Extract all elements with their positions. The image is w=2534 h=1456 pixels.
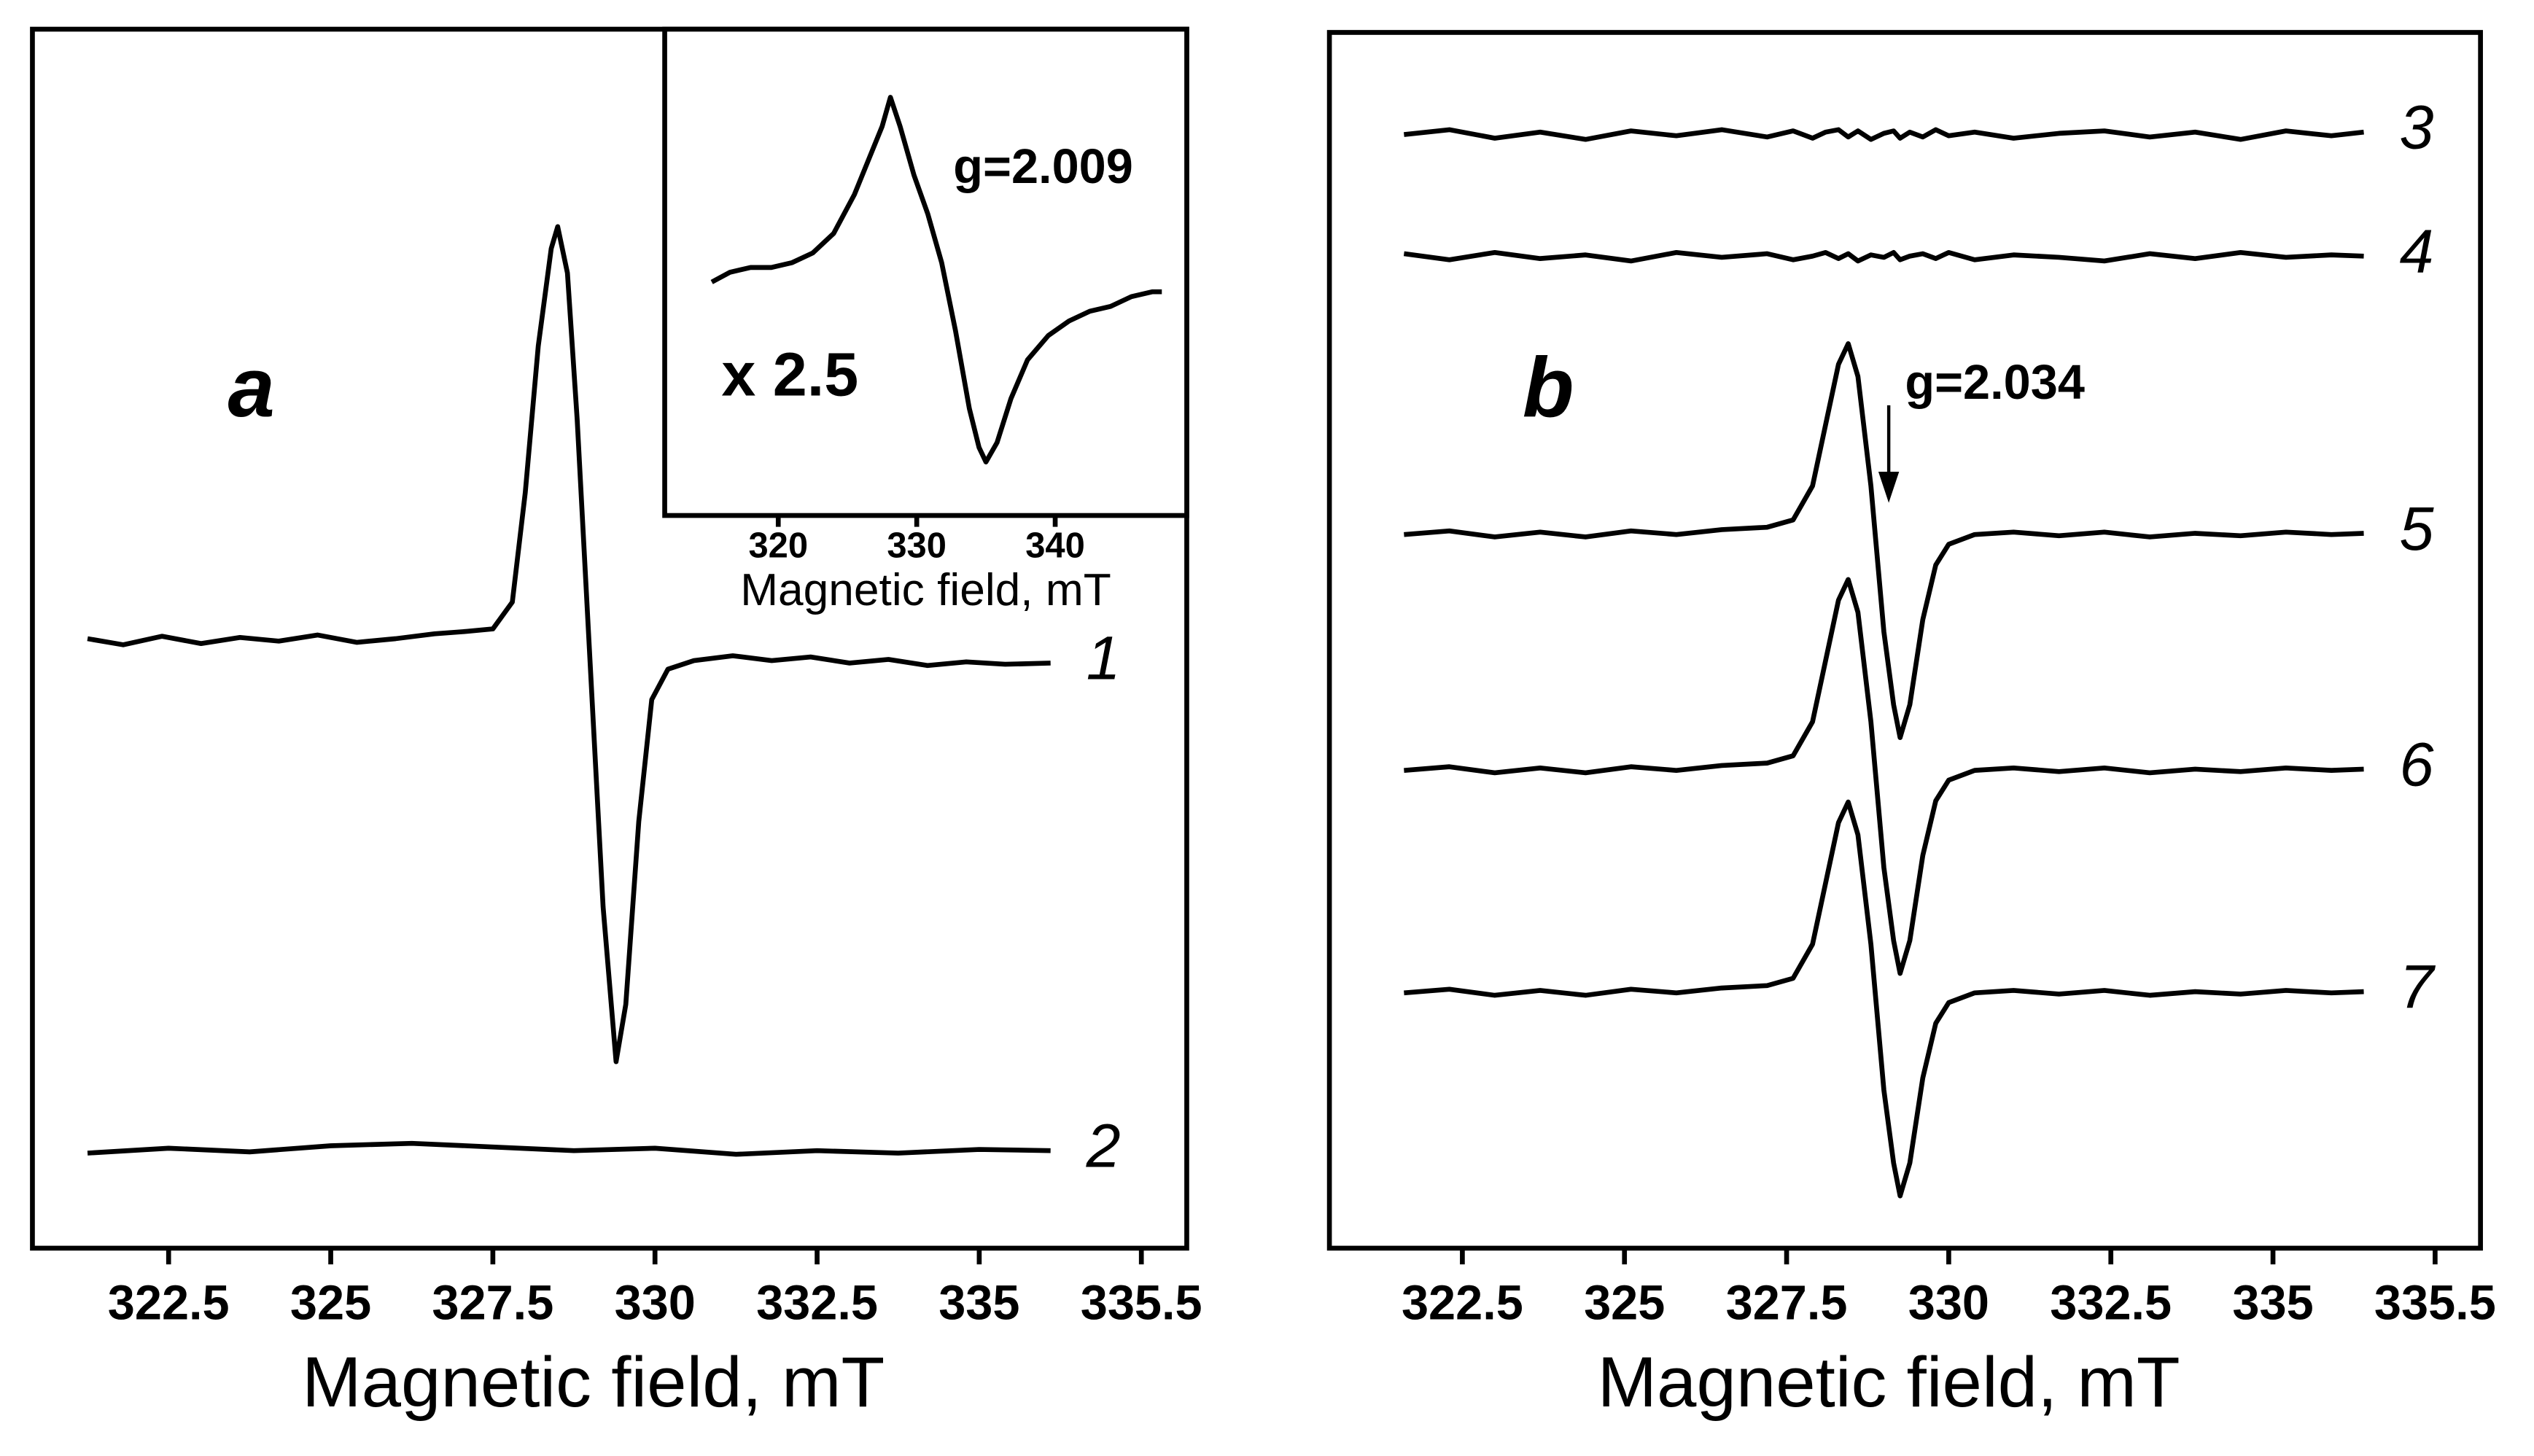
- x-axis-label: Magnetic field, mT: [1598, 1342, 2180, 1422]
- spectrum-line: [87, 1140, 1051, 1157]
- x-tick-label: 335.5: [2374, 1277, 2496, 1331]
- spectrum-line: [87, 224, 1051, 1064]
- annotation: x 2.5: [721, 340, 858, 409]
- x-tick-label: 335: [938, 1277, 1019, 1331]
- spectrum-line: [1403, 249, 2364, 264]
- plot-frame: [662, 26, 1189, 518]
- series-label: 2: [1086, 1112, 1121, 1180]
- x-tick-label: 330: [615, 1277, 696, 1331]
- x-axis-label: Magnetic field, mT: [302, 1342, 885, 1422]
- x-axis-label: Magnetic field, mT: [740, 565, 1111, 615]
- x-tick-label: 330: [1908, 1277, 1989, 1331]
- x-tick-label: 335: [2232, 1277, 2313, 1331]
- spectrum-line: [1404, 341, 2364, 740]
- spectrum-line: [710, 95, 1162, 464]
- x-tick-label: 332.5: [756, 1277, 878, 1331]
- x-tick-label: 340: [1025, 526, 1085, 565]
- spectrum-line: [1404, 127, 2364, 142]
- series-label: 5: [2399, 494, 2434, 563]
- series-label: 6: [2399, 730, 2433, 798]
- series-label: 4: [2399, 217, 2433, 286]
- panel-label: a: [228, 340, 274, 435]
- series-label: 7: [2399, 952, 2436, 1021]
- x-tick-label: 330: [887, 526, 947, 565]
- x-tick-label: 327.5: [432, 1277, 553, 1331]
- series-label: 1: [1087, 624, 1121, 693]
- x-tick-label: 320: [748, 526, 808, 565]
- panel-label: b: [1523, 340, 1574, 435]
- x-tick-label: 325: [290, 1277, 371, 1331]
- spectrum-line: [1404, 799, 2364, 1199]
- x-tick-label: 325: [1584, 1277, 1665, 1331]
- x-tick-label: 335.5: [1081, 1277, 1202, 1331]
- plot-frame: [30, 26, 1189, 1251]
- annotation: g=2.009: [953, 140, 1133, 194]
- x-tick-label: 322.5: [108, 1277, 230, 1331]
- spectrum-line: [1404, 577, 2364, 976]
- annotation: g=2.034: [1905, 356, 2085, 410]
- arrow-head: [1878, 471, 1900, 503]
- x-tick-label: 327.5: [1726, 1277, 1848, 1331]
- series-label: 3: [2399, 93, 2433, 162]
- plot-frame: [1326, 30, 2483, 1251]
- x-tick-label: 332.5: [2050, 1277, 2172, 1331]
- x-tick-label: 322.5: [1402, 1277, 1523, 1331]
